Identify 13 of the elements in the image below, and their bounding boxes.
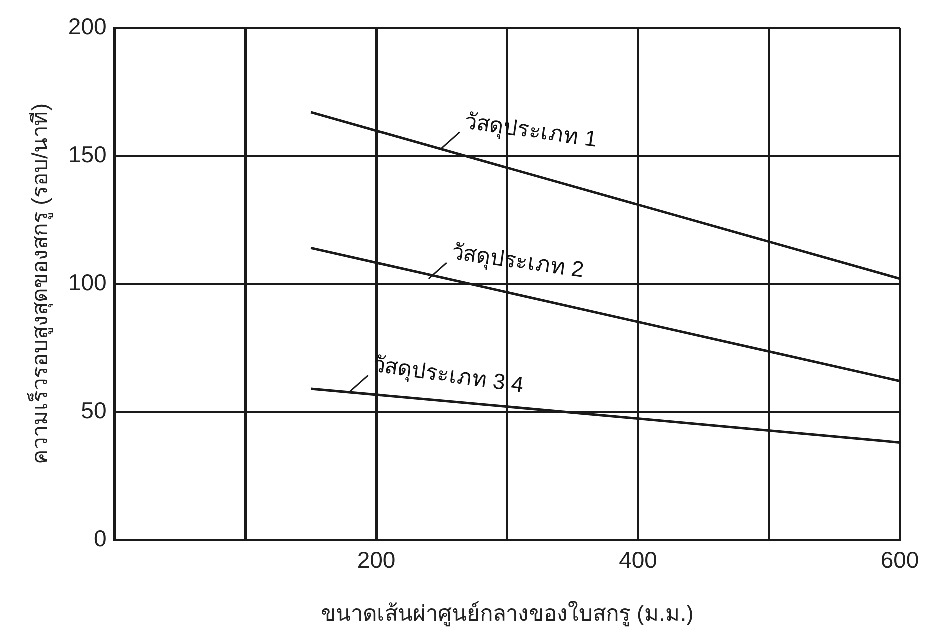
y-tick-label: 100	[68, 269, 107, 296]
annotation: วัสดุประเภท 1	[463, 108, 599, 153]
y-tick-label: 0	[94, 525, 107, 552]
x-tick-label: 600	[880, 547, 920, 574]
x-tick-label: 400	[619, 547, 658, 574]
y-axis-title: ความเร็วรอบสูงสุดของสกรู (รอบ/นาที)	[25, 104, 54, 464]
y-tick-label: 150	[68, 141, 107, 168]
annotation: วัสดุประเภท 2	[450, 239, 586, 284]
y-tick-label: 50	[81, 397, 107, 424]
x-tick-label: 200	[357, 547, 396, 574]
y-tick-label: 200	[68, 13, 107, 40]
x-axis-title: ขนาดเส้นผ่าศูนย์กลางของใบสกรู (ม.ม.)	[320, 600, 694, 627]
annotation: วัสดุประเภท 3 4	[372, 352, 526, 399]
